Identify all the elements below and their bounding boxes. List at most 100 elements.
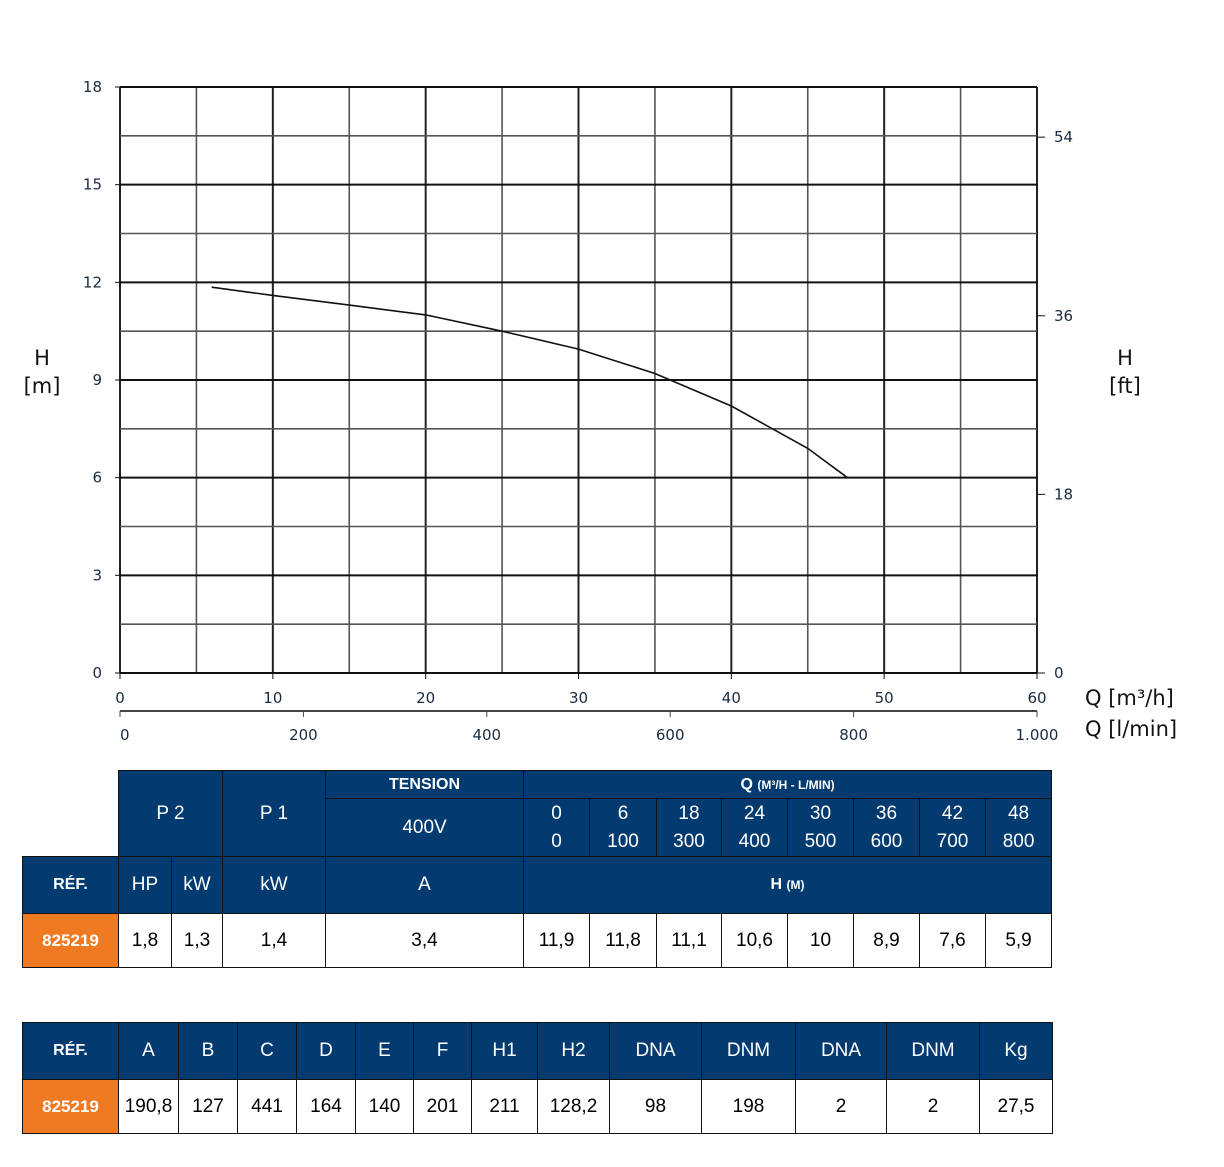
voltage-cell: 400V bbox=[325, 798, 524, 857]
ref-cell: 825219 bbox=[22, 1079, 119, 1134]
head-value-cell: 11,9 bbox=[523, 913, 590, 968]
head-value-cell: 7,6 bbox=[919, 913, 986, 968]
dim-value-cell: 198 bbox=[701, 1079, 796, 1134]
dim-header-cell: DNM bbox=[701, 1022, 796, 1080]
dim-header-cell: DNA bbox=[795, 1022, 887, 1080]
tension-header: TENSION bbox=[325, 770, 524, 799]
q-header: Q (M³/H - L/MIN) bbox=[522, 770, 1053, 799]
table-row: 825219 190,8 127 441 164 140 201 211 128,2 98 198 2… bbox=[22, 1079, 1053, 1134]
q-m3h: 36 bbox=[875, 802, 898, 824]
x-secondary-axis-label: Q [l/min] bbox=[1085, 717, 1177, 741]
q-unit: (M³/H - L/MIN) bbox=[757, 777, 835, 792]
x-tick-label: 50 bbox=[875, 689, 894, 707]
dim-header-cell: E bbox=[355, 1022, 414, 1080]
x-tick-label: 10 bbox=[263, 689, 282, 707]
q-m3h: 18 bbox=[678, 802, 700, 824]
y-tick-label: 3 bbox=[92, 566, 102, 584]
x-secondary-tick-label: 0 bbox=[120, 726, 130, 744]
q-lmin: 600 bbox=[870, 830, 903, 852]
y-right-tick-label: 0 bbox=[1054, 664, 1064, 682]
y-right-axis-label-h: H bbox=[1117, 346, 1133, 370]
y-right-tick-label: 54 bbox=[1054, 128, 1073, 146]
x-axis-label: Q [m³/h] bbox=[1085, 686, 1174, 710]
dim-value-cell: 98 bbox=[609, 1079, 702, 1134]
x-secondary-tick-label: 600 bbox=[656, 726, 685, 744]
dim-value-cell: 140 bbox=[355, 1079, 414, 1134]
hp-cell: 1,8 bbox=[118, 913, 172, 968]
x-secondary-tick-label: 1.000 bbox=[1016, 726, 1059, 744]
dim-header-cell: B bbox=[178, 1022, 238, 1080]
p1-cell: 1,4 bbox=[222, 913, 326, 968]
ref-header: RÉF. bbox=[22, 856, 119, 914]
q-value-cell: 48 800 bbox=[984, 798, 1053, 857]
dim-value-cell: 128,2 bbox=[537, 1079, 610, 1134]
dim-header-cell: D bbox=[296, 1022, 356, 1080]
head-value-cell: 10,6 bbox=[721, 913, 788, 968]
q-m3h: 30 bbox=[809, 802, 832, 824]
dimensions-table: RÉF. A B C D E F H1 H2 DNA DNM DNA DNM Kg 825219 190,8… bbox=[22, 1022, 1053, 1134]
pump-curve-line bbox=[211, 286, 848, 479]
q-title: Q bbox=[740, 775, 753, 793]
q-lmin: 400 bbox=[738, 830, 771, 852]
q-value-cell: 30 500 bbox=[787, 798, 854, 857]
x-tick-label: 20 bbox=[416, 689, 435, 707]
dim-header-cell: H1 bbox=[471, 1022, 538, 1080]
kw-cell: 1,3 bbox=[171, 913, 223, 968]
dim-header-cell: DNM bbox=[886, 1022, 980, 1080]
x-tick-label: 30 bbox=[569, 689, 588, 707]
head-value-cell: 11,1 bbox=[656, 913, 722, 968]
amp-header: A bbox=[325, 856, 524, 914]
head-value-cell: 5,9 bbox=[984, 913, 1053, 968]
q-m3h: 0 bbox=[551, 802, 562, 824]
q-value-cell: 36 600 bbox=[853, 798, 920, 857]
x-secondary-tick-label: 200 bbox=[289, 726, 318, 744]
dim-value-cell: 441 bbox=[237, 1079, 297, 1134]
y-tick-label: 9 bbox=[92, 371, 102, 389]
q-lmin: 300 bbox=[673, 830, 705, 852]
h-title: H bbox=[770, 876, 783, 893]
q-lmin: 800 bbox=[1002, 830, 1035, 852]
h-header: H (M) bbox=[522, 856, 1053, 914]
dim-value-cell: 211 bbox=[471, 1079, 538, 1134]
y-tick-label: 0 bbox=[92, 664, 102, 682]
amp-cell: 3,4 bbox=[325, 913, 524, 968]
x-secondary-tick-label: 400 bbox=[472, 726, 501, 744]
dim-header-cell: A bbox=[118, 1022, 179, 1080]
q-m3h: 48 bbox=[1007, 802, 1030, 824]
dim-header-cell: H2 bbox=[537, 1022, 610, 1080]
y-right-tick-label: 18 bbox=[1054, 485, 1073, 503]
q-value-cell: 6 100 bbox=[589, 798, 657, 857]
head-value-cell: 11,8 bbox=[589, 913, 657, 968]
hp-header: HP bbox=[118, 856, 172, 914]
dim-value-cell: 190,8 bbox=[118, 1079, 179, 1134]
y-tick-label: 6 bbox=[92, 469, 102, 487]
dim-header-cell: F bbox=[413, 1022, 472, 1080]
x-tick-label: 0 bbox=[115, 689, 125, 707]
dim-value-cell: 27,5 bbox=[979, 1079, 1053, 1134]
y-right-axis-label-unit: [ft] bbox=[1109, 374, 1141, 398]
h-unit: (M) bbox=[786, 878, 805, 892]
p2-header: P 2 bbox=[118, 770, 223, 857]
y-axis-label-h: H bbox=[34, 346, 50, 370]
q-lmin: 100 bbox=[607, 830, 639, 852]
dim-header-cell: RÉF. bbox=[22, 1022, 119, 1080]
y-tick-label: 18 bbox=[83, 78, 102, 96]
y-tick-label: 15 bbox=[83, 176, 102, 194]
head-value-cell: 10 bbox=[787, 913, 854, 968]
dim-value-cell: 2 bbox=[886, 1079, 980, 1134]
kw-header: kW bbox=[171, 856, 223, 914]
q-m3h: 6 bbox=[617, 802, 629, 824]
dim-header-cell: DNA bbox=[609, 1022, 702, 1080]
y-axis-label-unit: [m] bbox=[24, 374, 61, 398]
q-m3h: 42 bbox=[941, 802, 964, 824]
ref-cell: 825219 bbox=[22, 913, 119, 968]
y-right-tick-label: 36 bbox=[1054, 307, 1073, 325]
q-value-cell: 18 300 bbox=[656, 798, 722, 857]
q-lmin: 700 bbox=[936, 830, 969, 852]
q-value-cell: 24 400 bbox=[721, 798, 788, 857]
empty-corner bbox=[22, 770, 119, 857]
